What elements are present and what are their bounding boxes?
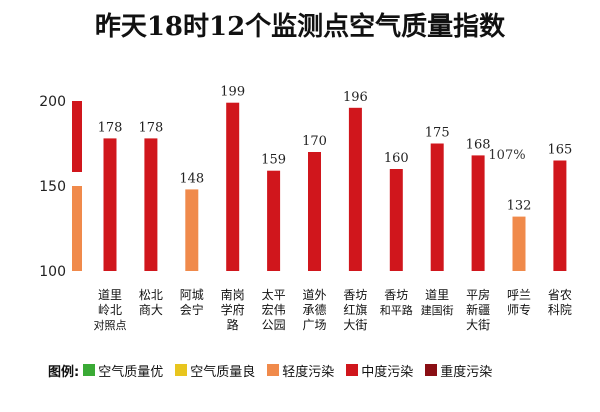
category-label-line: 道里 (97, 288, 122, 302)
value-label-6: 196 (343, 90, 368, 105)
bar-7 (389, 169, 403, 271)
legend-item-light: 轻度污染 (267, 361, 334, 380)
category-label-line: 商大 (138, 303, 163, 317)
bar-11 (553, 160, 567, 271)
category-label-line: 省农 (547, 288, 572, 302)
legend-swatch (175, 364, 188, 376)
value-label-2: 148 (179, 171, 204, 186)
category-label-line: 呼兰 (506, 288, 531, 302)
category-label-6: 香坊 红旗 大街 (335, 288, 375, 333)
scale-bar (72, 101, 82, 271)
category-label-line: 红旗 (343, 303, 368, 317)
legend-title: 图例: (48, 364, 80, 380)
category-label-line: 路 (226, 318, 239, 332)
y-tick-150: 150 (39, 179, 66, 195)
category-label-line: 学府 (220, 303, 245, 317)
legend-item-good: 空气质量良 (175, 361, 255, 380)
value-label-11: 165 (547, 143, 572, 158)
category-label-line: 道外 (302, 288, 327, 302)
value-label-7: 160 (384, 151, 409, 166)
category-label-line: 会宁 (179, 303, 204, 317)
value-label-5: 170 (302, 134, 327, 149)
bar-2 (185, 189, 199, 271)
legend-label: 轻度污染 (282, 364, 335, 380)
bar-3 (226, 102, 240, 271)
category-label-11: 省农 科院 (540, 288, 580, 318)
bar-0 (103, 138, 117, 271)
category-label-5: 道外 承德 广场 (295, 288, 335, 333)
category-label-line: 阿城 (179, 288, 204, 302)
legend: 图例: 空气质量优 空气质量良 轻度污染 中度污染 重度污染 (48, 361, 504, 380)
legend-item-heavy: 重度污染 (425, 361, 492, 380)
value-label-0: 178 (98, 120, 123, 135)
value-label-10: 132 (507, 199, 532, 214)
category-label-line: 广场 (302, 318, 327, 332)
bar-8 (430, 143, 444, 271)
bar-10 (512, 216, 526, 271)
category-label-line: 科院 (547, 303, 572, 317)
legend-label: 中度污染 (361, 364, 414, 380)
category-label-8: 道里 建国街 (417, 288, 457, 318)
category-label-line: 宏伟 (261, 303, 286, 317)
category-label-line: 大街 (466, 318, 491, 332)
category-label-line: 新疆 (466, 303, 491, 317)
legend-label: 空气质量优 (98, 364, 164, 380)
category-label-line: 平房 (466, 288, 491, 302)
category-label-line: 对照点 (93, 319, 127, 332)
value-label-3: 199 (220, 85, 245, 100)
bar-4 (267, 170, 281, 271)
category-label-line: 建国街 (420, 304, 454, 317)
category-label-3: 南岗 学府路 (213, 288, 253, 333)
category-label-1: 松北 商大 (131, 288, 171, 318)
y-tick-100: 100 (39, 264, 66, 280)
category-label-line: 道里 (425, 288, 450, 302)
category-label-line: 太平 (261, 288, 286, 302)
category-label-line: 师专 (506, 303, 531, 317)
value-label-9: 168 (466, 137, 491, 152)
category-label-line: 岭北 (97, 303, 122, 317)
category-label-0: 道里 岭北 对照点 (90, 288, 130, 333)
scale-segment-light (72, 186, 82, 271)
value-label-8: 175 (425, 126, 450, 141)
legend-swatch (425, 364, 438, 376)
y-tick-200: 200 (39, 94, 66, 110)
category-label-line: 承德 (302, 303, 327, 317)
category-label-line: 大街 (343, 318, 368, 332)
category-label-2: 阿城 会宁 (172, 288, 212, 318)
bars (103, 102, 567, 271)
y-axis-ticks: 100 150 200 (39, 94, 66, 280)
bar-9 (471, 155, 485, 271)
category-label-line: 松北 (138, 288, 163, 302)
scale-segment-moderate (72, 101, 82, 172)
legend-label: 重度污染 (440, 364, 493, 380)
legend-swatch (346, 364, 359, 376)
value-label-4: 159 (261, 153, 286, 168)
category-label-10: 呼兰 师专 (499, 288, 539, 318)
category-label-line: 香坊 (384, 288, 409, 302)
legend-item-excellent: 空气质量优 (83, 361, 163, 380)
annotation-label: 107% (488, 148, 525, 163)
bar-6 (348, 107, 362, 271)
legend-item-moderate: 中度污染 (346, 361, 413, 380)
legend-swatch (83, 364, 96, 376)
value-label-1: 178 (138, 120, 163, 135)
annotations: 107% (488, 148, 525, 163)
bar-5 (308, 152, 321, 271)
category-label-4: 太平 宏伟 公园 (254, 288, 294, 333)
category-label-7: 香坊 和平路 (376, 288, 416, 318)
chart-title: 昨天18时12个监测点空气质量指数 (94, 12, 506, 42)
legend-swatch (267, 364, 280, 376)
category-label-line: 和平路 (379, 304, 413, 317)
category-label-9: 平房 新疆 大街 (458, 288, 498, 333)
category-label-line: 香坊 (343, 288, 368, 302)
bar-1 (144, 138, 158, 271)
category-label-line: 公园 (261, 318, 286, 332)
legend-label: 空气质量良 (190, 364, 256, 380)
value-labels: 178 178 148 199 159 170 196 160 175 168 132 165 (98, 85, 573, 214)
category-label-line: 南岗 (220, 288, 245, 302)
